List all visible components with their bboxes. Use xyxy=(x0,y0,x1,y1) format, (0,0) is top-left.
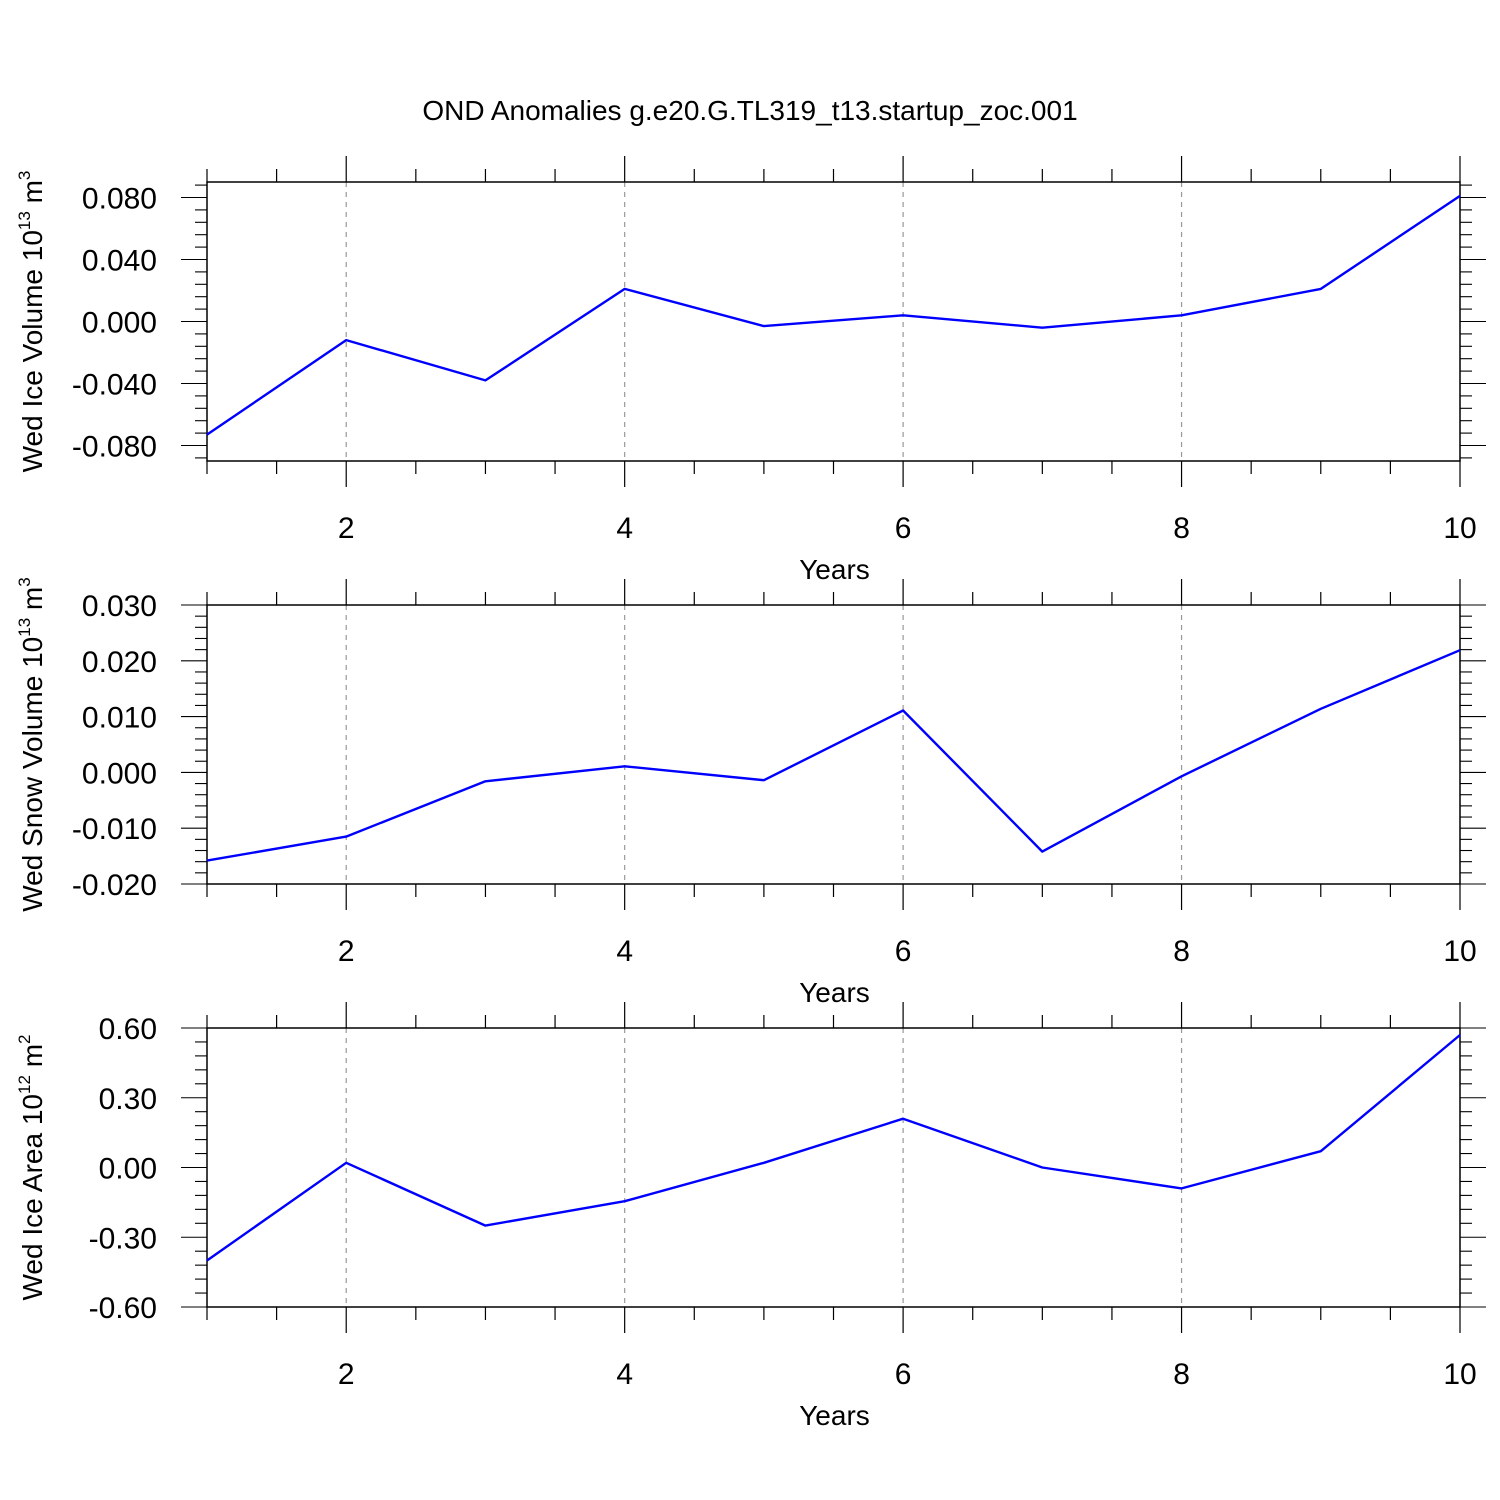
x-tick-label: 6 xyxy=(895,512,912,545)
x-tick-label: 10 xyxy=(1443,1358,1476,1391)
plot-frame xyxy=(206,1027,1461,1308)
y-tick-label: 0.00 xyxy=(99,1153,157,1186)
y-axis-title: Wed Snow Volume 1013 m3 xyxy=(15,577,48,911)
x-tick-label: 2 xyxy=(338,935,355,968)
chart-panel-3: 2 4 6 8 10 -0.60 -0.30 0.00 0.30 0.60 Years Wed Ice… xyxy=(15,1002,1486,1431)
y-tick-label: 0.080 xyxy=(82,183,157,216)
y-tick-label: 0.60 xyxy=(99,1013,157,1046)
y-axis-title: Wed Ice Volume 1013 m3 xyxy=(15,171,48,473)
series-line xyxy=(206,649,1461,862)
y-axis-title-superscript: 13 xyxy=(15,618,34,637)
y-axis-title-text: Wed Snow Volume 10 xyxy=(17,637,48,912)
x-tick-label: 4 xyxy=(616,1358,633,1391)
series-line xyxy=(206,194,1461,436)
x-axis-title: Years xyxy=(799,554,870,585)
y-tick-label: 0.30 xyxy=(99,1083,157,1116)
x-tick-label: 10 xyxy=(1443,512,1476,545)
y-tick-label: 0.030 xyxy=(82,590,157,623)
x-tick-label: 8 xyxy=(1173,512,1190,545)
x-tick-label: 6 xyxy=(895,935,912,968)
x-axis-title: Years xyxy=(799,1400,870,1431)
y-axis-title-text: m xyxy=(17,180,48,211)
y-axis-title-text: m xyxy=(17,587,48,618)
chart-panel-2: 2 4 6 8 10 -0.020 -0.010 0.000 0.010 0.020 0.030 Ye… xyxy=(15,577,1486,1008)
y-axis-title-text: Wed Ice Volume 10 xyxy=(17,230,48,472)
x-tick-label: 2 xyxy=(338,1358,355,1391)
y-axis-title-superscript: 3 xyxy=(15,171,34,180)
chart-panel-1: 2 4 6 8 10 -0.080 -0.040 0.000 0.040 0.080 Years We… xyxy=(15,156,1486,585)
y-axis-title-text: m xyxy=(17,1044,48,1075)
x-tick-label: 10 xyxy=(1443,935,1476,968)
x-axis-title: Years xyxy=(799,977,870,1008)
x-tick-label: 8 xyxy=(1173,935,1190,968)
y-axis-title-superscript: 13 xyxy=(15,211,34,230)
y-axis-title: Wed Ice Area 1012 m2 xyxy=(15,1035,48,1301)
x-tick-label: 4 xyxy=(616,512,633,545)
y-tick-label: -0.080 xyxy=(72,431,157,464)
y-tick-label: 0.010 xyxy=(82,702,157,735)
x-tick-label: 2 xyxy=(338,512,355,545)
y-tick-label: -0.010 xyxy=(72,813,157,846)
x-tick-label: 8 xyxy=(1173,1358,1190,1391)
y-tick-label: 0.000 xyxy=(82,757,157,790)
x-tick-label: 6 xyxy=(895,1358,912,1391)
y-tick-label: -0.040 xyxy=(72,369,157,402)
y-tick-label: 0.020 xyxy=(82,646,157,679)
y-tick-label: -0.020 xyxy=(72,869,157,902)
y-tick-label: -0.30 xyxy=(89,1222,157,1255)
chart-panels: 2 4 6 8 10 -0.080 -0.040 0.000 0.040 0.080 Years We… xyxy=(15,156,1486,1431)
y-tick-label: 0.040 xyxy=(82,245,157,278)
y-axis-title-superscript: 2 xyxy=(15,1035,34,1044)
y-axis-title-superscript: 12 xyxy=(15,1075,34,1094)
y-axis-title-superscript: 3 xyxy=(15,577,34,586)
x-tick-label: 4 xyxy=(616,935,633,968)
y-tick-label: -0.60 xyxy=(89,1292,157,1325)
chart-title: OND Anomalies g.e20.G.TL319_t13.startup_… xyxy=(422,95,1077,126)
y-axis-title-text: Wed Ice Area 10 xyxy=(17,1094,48,1301)
series-line xyxy=(206,1034,1461,1262)
y-tick-label: 0.000 xyxy=(82,307,157,340)
